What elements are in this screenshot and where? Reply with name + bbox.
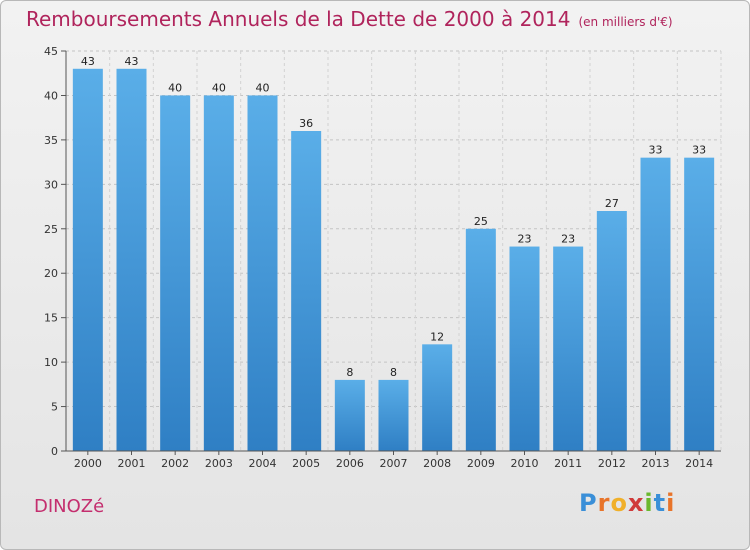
y-tick-label: 35: [44, 134, 58, 147]
x-tick-label: 2003: [205, 457, 233, 470]
chart-subtitle: (en milliers d'€): [578, 15, 673, 29]
bar-value-label: 43: [125, 55, 139, 68]
x-tick-label: 2011: [554, 457, 582, 470]
y-tick-label: 30: [44, 178, 58, 191]
bar-value-label: 8: [390, 366, 397, 379]
commune-name: DINOZé: [34, 496, 105, 517]
y-tick-label: 5: [51, 401, 58, 414]
proxiti-logo: Proxiti: [579, 489, 675, 517]
bar-value-label: 23: [561, 233, 575, 246]
bar-value-label: 33: [692, 144, 706, 157]
bar: [203, 95, 234, 451]
x-tick-label: 2006: [336, 457, 364, 470]
bar-value-label: 36: [299, 117, 313, 130]
y-tick-label: 15: [44, 312, 58, 325]
y-tick-label: 40: [44, 89, 58, 102]
logo-letter: i: [666, 489, 676, 517]
bar: [422, 344, 453, 451]
bar-value-label: 43: [81, 55, 95, 68]
bar: [640, 157, 671, 451]
logo-letter: i: [644, 489, 654, 517]
bar: [116, 68, 147, 452]
bar-value-label: 33: [649, 144, 663, 157]
bar: [596, 211, 627, 451]
x-tick-label: 2013: [642, 457, 670, 470]
x-tick-label: 2005: [292, 457, 320, 470]
x-tick-label: 2010: [511, 457, 539, 470]
x-tick-label: 2008: [423, 457, 451, 470]
y-tick-label: 10: [44, 356, 58, 369]
bar: [378, 379, 409, 451]
bar: [247, 95, 278, 451]
bar-value-label: 27: [605, 197, 619, 210]
title-text: Remboursements Annuels de la Dette de 20…: [26, 7, 571, 31]
y-tick-label: 0: [51, 445, 58, 458]
y-tick-label: 45: [44, 45, 58, 58]
bar: [291, 131, 322, 451]
logo-letter: o: [610, 489, 628, 517]
chart-title: Remboursements Annuels de la Dette de 20…: [26, 7, 673, 31]
bar-value-label: 40: [212, 81, 226, 94]
y-tick-label: 25: [44, 223, 58, 236]
bar-value-label: 25: [474, 215, 488, 228]
bar: [465, 228, 496, 451]
bar: [509, 246, 540, 451]
y-tick-label: 20: [44, 267, 58, 280]
bar-value-label: 23: [518, 233, 532, 246]
x-tick-label: 2004: [249, 457, 277, 470]
x-tick-label: 2001: [118, 457, 146, 470]
logo-letter: P: [579, 489, 598, 517]
x-tick-label: 2009: [467, 457, 495, 470]
logo-letter: x: [627, 489, 645, 517]
bar: [553, 246, 584, 451]
bar-value-label: 40: [168, 81, 182, 94]
x-tick-label: 2002: [161, 457, 189, 470]
bar-value-label: 12: [430, 330, 444, 343]
x-tick-label: 2012: [598, 457, 626, 470]
logo-letter: r: [597, 489, 611, 517]
logo-letter: t: [653, 489, 667, 517]
bar: [72, 68, 103, 452]
x-tick-label: 2014: [685, 457, 713, 470]
bar-value-label: 8: [346, 366, 353, 379]
bar: [334, 379, 365, 451]
x-tick-label: 2000: [74, 457, 102, 470]
bar: [160, 95, 191, 451]
x-tick-label: 2007: [380, 457, 408, 470]
bar: [684, 157, 715, 451]
bar-value-label: 40: [256, 81, 270, 94]
